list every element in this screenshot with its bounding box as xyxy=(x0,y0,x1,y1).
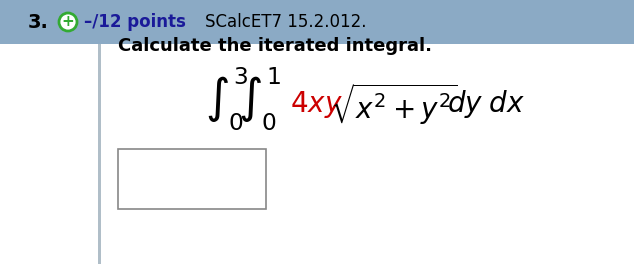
Text: $\sqrt{x^2+y^2}$: $\sqrt{x^2+y^2}$ xyxy=(330,81,457,127)
Text: Calculate the iterated integral.: Calculate the iterated integral. xyxy=(118,37,432,55)
Bar xyxy=(98,44,101,264)
Text: –/12 points: –/12 points xyxy=(84,13,186,31)
Bar xyxy=(0,0,634,44)
Text: $\int_0^{3}\!\!\int_0^{1}$: $\int_0^{3}\!\!\int_0^{1}$ xyxy=(205,65,281,133)
Bar xyxy=(118,149,266,209)
Text: $4xy$: $4xy$ xyxy=(290,88,343,120)
Circle shape xyxy=(59,13,77,31)
Text: $dy\;dx$: $dy\;dx$ xyxy=(447,88,525,120)
Text: +: + xyxy=(61,15,74,30)
Text: SCalcET7 15.2.012.: SCalcET7 15.2.012. xyxy=(205,13,366,31)
Text: 3.: 3. xyxy=(28,12,49,31)
